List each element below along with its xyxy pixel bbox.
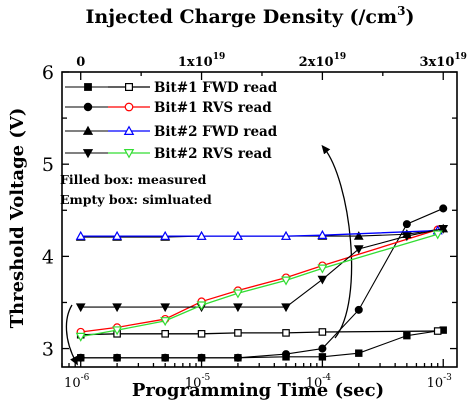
y-axis-label: Threshold Voltage (V) <box>7 108 28 329</box>
legend-entry-0: Bit#1 FWD read <box>65 80 278 96</box>
top-tick-label: 0 <box>76 55 85 70</box>
top-axis-title: Injected Charge Density (/cm3) <box>86 4 415 28</box>
data-point <box>160 317 171 327</box>
data-point <box>280 276 292 286</box>
legend-marker-simulated <box>123 149 135 159</box>
annotation-measured: Filled box: measured <box>60 172 207 187</box>
data-point <box>112 326 123 336</box>
series-layer <box>75 204 449 362</box>
data-point <box>161 330 169 338</box>
data-point <box>197 330 206 338</box>
data-point <box>280 230 292 240</box>
x-tick-label: 10-5 <box>185 373 211 391</box>
data-point <box>402 220 411 229</box>
data-point <box>232 289 243 299</box>
data-point <box>112 230 123 240</box>
axes <box>61 71 458 368</box>
data-point <box>403 331 411 340</box>
legend-entry-3: Bit#2 RVS read <box>65 146 272 162</box>
data-point <box>76 353 85 362</box>
data-point <box>317 264 328 274</box>
legend-label: Bit#2 FWD read <box>154 124 278 140</box>
data-point <box>160 303 171 313</box>
data-point <box>234 329 242 337</box>
legend-marker-measured <box>83 102 93 112</box>
series-1 <box>76 327 442 339</box>
tick-labels: 3 4 5 6 10-6 10-5 10-4 10-3 0 1x1019 2x1019 3x1019 <box>42 52 467 391</box>
legend: Bit#1 FWD read Bit#1 RVS read Bit#2 FWD re… <box>65 80 278 162</box>
series-line <box>80 228 444 308</box>
series-line <box>80 229 438 333</box>
data-point <box>196 230 207 240</box>
series-7 <box>75 230 443 342</box>
data-point <box>197 353 206 362</box>
x-tick-label: 10-3 <box>427 373 453 391</box>
data-point <box>113 353 122 362</box>
data-point <box>281 303 291 313</box>
legend-entry-1: Bit#1 RVS read <box>65 100 272 116</box>
data-point <box>318 353 327 361</box>
curved-arrow-right <box>321 144 353 339</box>
data-point <box>433 327 442 335</box>
series-line <box>80 233 438 338</box>
legend-marker-measured <box>84 83 92 91</box>
data-point <box>317 275 328 285</box>
series-line <box>80 207 444 359</box>
data-point <box>439 204 448 213</box>
data-point <box>432 230 443 240</box>
x-axis-label: Programming Time (sec) <box>132 380 384 401</box>
data-point <box>402 232 412 242</box>
top-tick-label: 3x1019 <box>420 52 467 70</box>
series-line <box>80 330 438 336</box>
legend-marker-simulated <box>124 82 133 91</box>
data-point <box>75 303 86 313</box>
series-6 <box>75 225 449 313</box>
data-point <box>355 349 363 357</box>
data-point <box>233 303 243 313</box>
y-tick-label: 6 <box>42 62 54 84</box>
data-point <box>353 231 364 240</box>
data-point <box>281 350 291 359</box>
data-point <box>438 225 449 234</box>
data-point <box>160 230 171 240</box>
legend-marker-simulated <box>123 125 135 135</box>
series-3 <box>76 225 442 337</box>
data-point <box>354 305 363 314</box>
data-point <box>232 230 243 240</box>
data-point <box>318 328 327 336</box>
data-point <box>353 245 364 255</box>
annotation-simulated: Empty box: simluated <box>60 192 212 207</box>
top-tick-label: 1x1019 <box>178 52 225 70</box>
plot-frame <box>61 71 458 368</box>
y-tick-label: 4 <box>42 246 54 268</box>
y-tick-label: 3 <box>42 339 54 361</box>
legend-marker-measured <box>82 125 94 135</box>
data-point <box>282 329 290 337</box>
series-2 <box>76 204 448 362</box>
legend-marker-simulated <box>124 102 134 112</box>
legend-label: Bit#1 RVS read <box>154 100 272 116</box>
data-point <box>75 230 86 240</box>
legend-label: Bit#2 RVS read <box>154 146 272 162</box>
x-tick-label: 10-4 <box>306 373 332 391</box>
top-tick-label: 2x1019 <box>299 52 346 70</box>
y-tick-label: 5 <box>42 154 54 176</box>
data-point <box>75 332 86 342</box>
data-point <box>196 301 207 311</box>
legend-label: Bit#1 FWD read <box>154 80 278 96</box>
legend-entry-2: Bit#2 FWD read <box>65 124 278 140</box>
data-point <box>161 353 170 362</box>
data-point <box>317 229 328 239</box>
legend-marker-measured <box>82 149 94 159</box>
curved-arrow-left <box>65 304 78 366</box>
x-tick-label: 10-6 <box>64 373 90 391</box>
data-point <box>233 353 242 362</box>
data-point <box>318 344 327 353</box>
series-line <box>80 229 438 237</box>
tick-marks <box>61 71 457 367</box>
data-point <box>112 303 122 313</box>
